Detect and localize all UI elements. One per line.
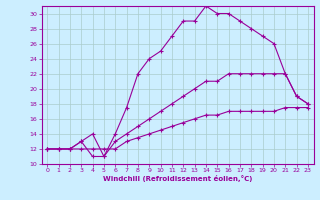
X-axis label: Windchill (Refroidissement éolien,°C): Windchill (Refroidissement éolien,°C) xyxy=(103,175,252,182)
